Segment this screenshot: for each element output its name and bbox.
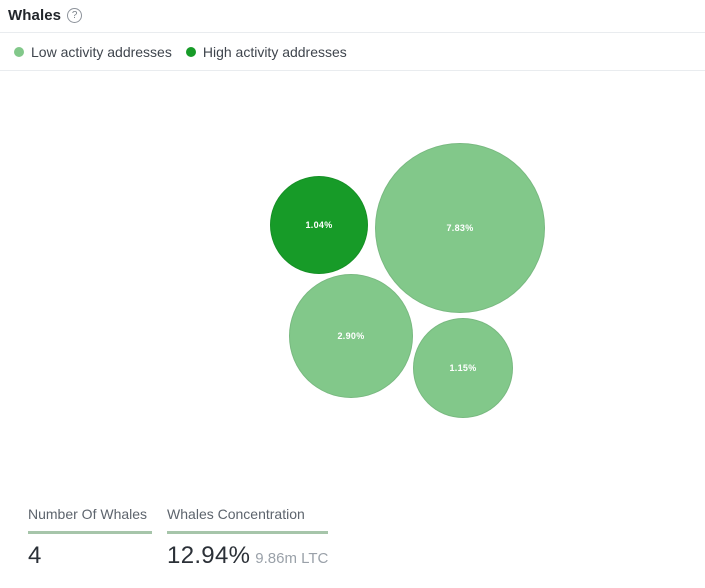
- stat-whales-concentration: Whales Concentration 12.94% 9.86m LTC: [167, 506, 329, 570]
- legend-item-low-activity[interactable]: Low activity addresses: [14, 44, 172, 60]
- bubble-high-activity-1[interactable]: 1.04%: [270, 176, 368, 274]
- stat-suffix-whales-concentration: 9.86m LTC: [255, 550, 329, 567]
- legend-dot-low-activity-icon: [14, 46, 24, 57]
- stats-row: Number Of Whales 4 Whales Concentration …: [0, 506, 705, 570]
- bubble-value-label: 2.90%: [337, 331, 365, 341]
- page-title: Whales: [8, 7, 62, 24]
- bubble-value-label: 1.04%: [305, 220, 333, 230]
- bubble-low-activity-3[interactable]: 1.15%: [413, 318, 513, 418]
- bubble-low-activity-0[interactable]: 7.83%: [375, 143, 545, 313]
- legend-item-high-activity[interactable]: High activity addresses: [185, 43, 347, 60]
- help-icon[interactable]: ?: [67, 8, 83, 23]
- bubble-value-label: 1.15%: [449, 363, 477, 373]
- stat-value-whales-concentration: 12.94%: [167, 542, 251, 569]
- widget-header: Whales ?: [0, 0, 705, 33]
- bubble-value-label: 7.83%: [446, 223, 474, 233]
- stat-label-number-of-whales: Number Of Whales: [28, 506, 153, 534]
- bubble-chart: 7.83% 1.04% 2.90% 1.15%: [0, 71, 705, 506]
- bubble-low-activity-2[interactable]: 2.90%: [289, 274, 413, 398]
- legend-label-high-activity: High activity addresses: [202, 43, 347, 60]
- chart-legend: Low activity addresses High activity add…: [0, 33, 705, 71]
- stat-number-of-whales: Number Of Whales 4: [28, 506, 153, 570]
- legend-dot-high-activity-icon: [185, 46, 196, 57]
- stat-value-number-of-whales: 4: [28, 542, 42, 569]
- stat-label-whales-concentration: Whales Concentration: [167, 506, 329, 534]
- legend-label-low-activity: Low activity addresses: [31, 43, 172, 60]
